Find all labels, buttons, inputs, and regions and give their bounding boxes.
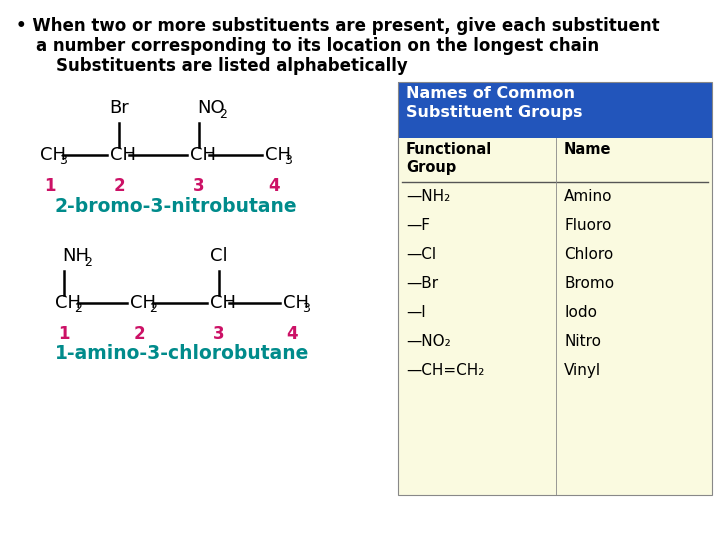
Bar <box>398 82 712 495</box>
Text: 2: 2 <box>149 301 157 314</box>
Text: Name: Name <box>564 142 611 157</box>
Text: Nitro: Nitro <box>564 334 601 349</box>
Text: 1: 1 <box>58 325 70 343</box>
Text: 3: 3 <box>302 301 310 314</box>
Text: 1-amino-3-chlorobutane: 1-amino-3-chlorobutane <box>55 344 310 363</box>
Text: Fluoro: Fluoro <box>564 218 611 233</box>
Text: —NO₂: —NO₂ <box>406 334 451 349</box>
Text: a number corresponding to its location on the longest chain: a number corresponding to its location o… <box>36 37 599 55</box>
Text: Names of Common
Substituent Groups: Names of Common Substituent Groups <box>406 86 582 120</box>
Text: NH: NH <box>62 247 89 265</box>
Text: CH: CH <box>265 146 291 164</box>
Text: 4: 4 <box>268 177 280 195</box>
Text: CH: CH <box>40 146 66 164</box>
Text: 2: 2 <box>113 177 125 195</box>
Text: 4: 4 <box>286 325 298 343</box>
Text: —Br: —Br <box>406 276 438 291</box>
Text: Functional
Group: Functional Group <box>406 142 492 175</box>
Text: 2: 2 <box>219 108 227 121</box>
Text: —I: —I <box>406 305 426 320</box>
Text: • When two or more substituents are present, give each substituent: • When two or more substituents are pres… <box>16 17 660 35</box>
Text: 2: 2 <box>84 256 92 269</box>
Text: 3: 3 <box>193 177 204 195</box>
Text: CH: CH <box>190 146 216 164</box>
Text: Iodo: Iodo <box>564 305 597 320</box>
Text: NO: NO <box>197 99 225 117</box>
Text: CH: CH <box>283 294 309 312</box>
Text: Amino: Amino <box>564 189 613 204</box>
Text: Cl: Cl <box>210 247 228 265</box>
Text: —Cl: —Cl <box>406 247 436 262</box>
Text: CH: CH <box>210 294 236 312</box>
Text: Bromo: Bromo <box>564 276 614 291</box>
Text: Vinyl: Vinyl <box>564 363 601 378</box>
Text: —NH₂: —NH₂ <box>406 189 450 204</box>
Text: Br: Br <box>109 99 129 117</box>
Bar <box>398 82 712 138</box>
Text: CH: CH <box>110 146 136 164</box>
Text: 3: 3 <box>59 153 67 166</box>
Text: 1: 1 <box>44 177 55 195</box>
Text: —F: —F <box>406 218 430 233</box>
Text: —CH=CH₂: —CH=CH₂ <box>406 363 485 378</box>
Text: CH: CH <box>130 294 156 312</box>
Text: 2-bromo-3-nitrobutane: 2-bromo-3-nitrobutane <box>55 197 297 216</box>
Text: CH: CH <box>55 294 81 312</box>
Text: 3: 3 <box>284 153 292 166</box>
Text: 3: 3 <box>213 325 225 343</box>
Text: 2: 2 <box>74 301 82 314</box>
Bar <box>398 138 712 495</box>
Text: Substituents are listed alphabetically: Substituents are listed alphabetically <box>56 57 408 75</box>
Text: Chloro: Chloro <box>564 247 613 262</box>
Text: 2: 2 <box>133 325 145 343</box>
